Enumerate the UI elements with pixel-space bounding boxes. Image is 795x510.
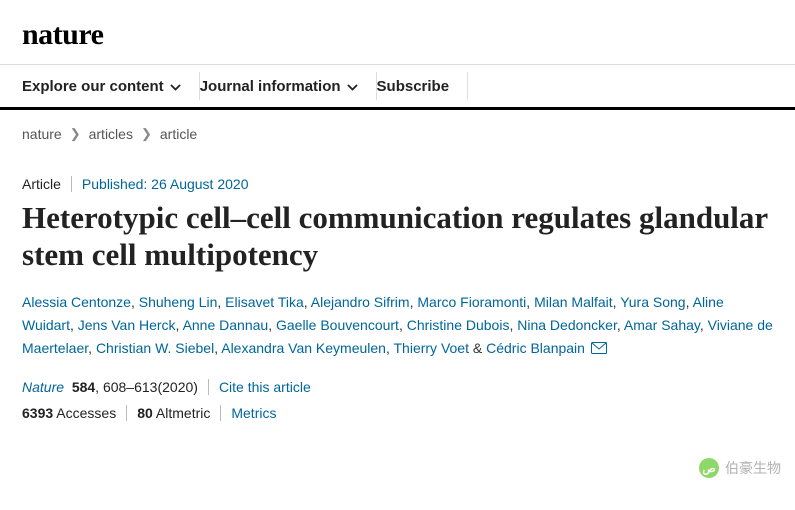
article-title: Heterotypic cell–cell communication regu…: [22, 200, 773, 273]
author-link[interactable]: Shuheng Lin: [139, 294, 218, 310]
author-list: Alessia Centonze, Shuheng Lin, Elisavet …: [22, 291, 773, 361]
author-ampersand: &: [473, 340, 486, 356]
altmetric-count: 80: [137, 405, 153, 421]
breadcrumb-current: article: [160, 126, 197, 142]
accesses-label: Accesses: [56, 405, 116, 421]
watermark-text: 伯豪生物: [725, 458, 781, 478]
watermark: ص 伯豪生物: [699, 458, 781, 478]
breadcrumb-root[interactable]: nature: [22, 126, 62, 142]
nav-subscribe[interactable]: Subscribe: [377, 66, 468, 107]
author-separator: ,: [88, 340, 96, 356]
meta-divider: [71, 176, 72, 192]
author-link[interactable]: Alexandra Van Keymeulen: [221, 340, 386, 356]
author-link[interactable]: Yura Song: [620, 294, 685, 310]
article-meta: Article Published: 26 August 2020: [22, 176, 773, 192]
chevron-right-icon: ❯: [70, 126, 81, 142]
author-link[interactable]: Amar Sahay: [624, 317, 700, 333]
author-separator: ,: [70, 317, 78, 333]
nature-logo[interactable]: nature: [22, 18, 773, 52]
article-type: Article: [22, 176, 61, 192]
author-separator: ,: [399, 317, 407, 333]
author-link[interactable]: Anne Dannau: [183, 317, 269, 333]
author-separator: ,: [268, 317, 276, 333]
author-separator: ,: [131, 294, 139, 310]
author-separator: ,: [700, 317, 708, 333]
volume: 584: [72, 379, 95, 395]
metrics-link[interactable]: Metrics: [231, 405, 276, 421]
primary-nav: Explore our content Journal information …: [0, 64, 795, 110]
author-link[interactable]: Thierry Voet: [394, 340, 469, 356]
author-link[interactable]: Alejandro Sifrim: [311, 294, 410, 310]
metrics-line: 6393 Accesses 80 Altmetric Metrics: [22, 405, 773, 421]
author-link[interactable]: Nina Dedoncker: [517, 317, 617, 333]
chevron-right-icon: ❯: [141, 126, 152, 142]
breadcrumb-section[interactable]: articles: [89, 126, 133, 142]
meta-divider: [208, 379, 209, 395]
author-link[interactable]: Alessia Centonze: [22, 294, 131, 310]
author-separator: ,: [217, 294, 225, 310]
author-separator: ,: [386, 340, 394, 356]
chevron-down-icon: [170, 78, 181, 95]
nav-explore-content[interactable]: Explore our content: [22, 66, 199, 107]
citation-line: Nature 584, 608–613(2020) Cite this arti…: [22, 379, 773, 395]
author-link[interactable]: Gaelle Bouvencourt: [276, 317, 399, 333]
nav-journal-label: Journal information: [200, 78, 341, 95]
nav-explore-label: Explore our content: [22, 78, 164, 95]
author-separator: ,: [617, 317, 624, 333]
author-separator: ,: [304, 294, 311, 310]
nav-subscribe-label: Subscribe: [377, 78, 450, 95]
author-link[interactable]: Milan Malfait: [534, 294, 613, 310]
author-link[interactable]: Cédric Blanpain: [486, 340, 585, 356]
nav-divider: [467, 72, 468, 100]
cite-article-link[interactable]: Cite this article: [219, 379, 311, 395]
breadcrumb: nature ❯ articles ❯ article: [22, 126, 773, 142]
published-date: Published: 26 August 2020: [82, 176, 249, 192]
chevron-down-icon: [347, 78, 358, 95]
accesses-count: 6393: [22, 405, 53, 421]
author-link[interactable]: Elisavet Tika: [225, 294, 304, 310]
meta-divider: [126, 405, 127, 421]
author-separator: ,: [176, 317, 183, 333]
meta-divider: [220, 405, 221, 421]
author-link[interactable]: Jens Van Herck: [78, 317, 176, 333]
author-separator: ,: [526, 294, 534, 310]
author-link[interactable]: Christine Dubois: [407, 317, 510, 333]
altmetric-label: Altmetric: [156, 405, 210, 421]
watermark-icon: ص: [699, 458, 719, 478]
author-link[interactable]: Marco Fioramonti: [417, 294, 526, 310]
author-link[interactable]: Christian W. Siebel: [96, 340, 214, 356]
nav-journal-info[interactable]: Journal information: [200, 66, 376, 107]
author-separator: ,: [686, 294, 693, 310]
pages: , 608–613(2020): [95, 379, 198, 395]
mail-icon[interactable]: [591, 338, 607, 361]
journal-name-link[interactable]: Nature: [22, 379, 64, 395]
